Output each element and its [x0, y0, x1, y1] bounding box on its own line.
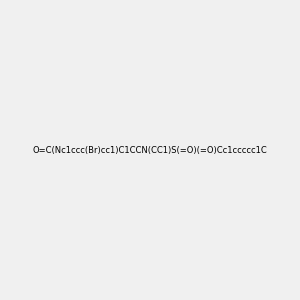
Text: O=C(Nc1ccc(Br)cc1)C1CCN(CC1)S(=O)(=O)Cc1ccccc1C: O=C(Nc1ccc(Br)cc1)C1CCN(CC1)S(=O)(=O)Cc1… [33, 146, 267, 154]
